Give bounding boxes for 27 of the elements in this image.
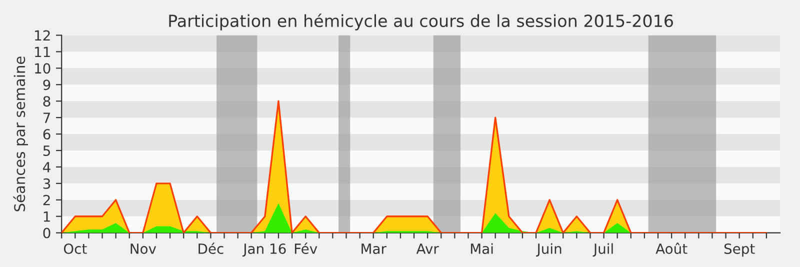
- y-tick-label: 9: [43, 80, 50, 90]
- y-tick-label: 10: [35, 63, 50, 74]
- x-tick-label: Fév: [294, 242, 318, 254]
- y-tick-label: 6: [43, 129, 50, 140]
- x-tick-label: Jan 16: [242, 243, 286, 257]
- x-tick-label: Oct: [64, 243, 87, 254]
- x-tick-label: Juin: [536, 243, 562, 257]
- y-tick-label: 7: [43, 112, 50, 123]
- y-tick-label: 5: [43, 146, 50, 156]
- x-tick-label: Mai: [470, 243, 493, 254]
- chart-title: Participation en hémicycle au cours de la session 2015-2016: [169, 14, 673, 30]
- x-tick-label: Août: [656, 242, 688, 254]
- x-tick-label: Juil: [592, 243, 613, 257]
- y-tick-label: 2: [43, 194, 50, 206]
- x-tick-label: Nov: [130, 244, 156, 254]
- y-tick-label: 0: [43, 228, 50, 238]
- y-tick-label: 12: [35, 30, 50, 41]
- x-tick-label: Déc: [198, 242, 224, 254]
- y-tick-label: 8: [43, 96, 50, 107]
- y-tick-label: 3: [43, 178, 50, 189]
- y-tick-label: 4: [43, 162, 50, 172]
- x-tick-label: Mar: [362, 244, 386, 254]
- y-tick-label: 1: [44, 212, 50, 222]
- x-tick-label: Sept: [724, 243, 755, 257]
- x-tick-label: Avr: [416, 244, 439, 254]
- y-axis-title: Séances par semaine: [13, 56, 28, 212]
- y-tick-label: 11: [35, 46, 50, 57]
